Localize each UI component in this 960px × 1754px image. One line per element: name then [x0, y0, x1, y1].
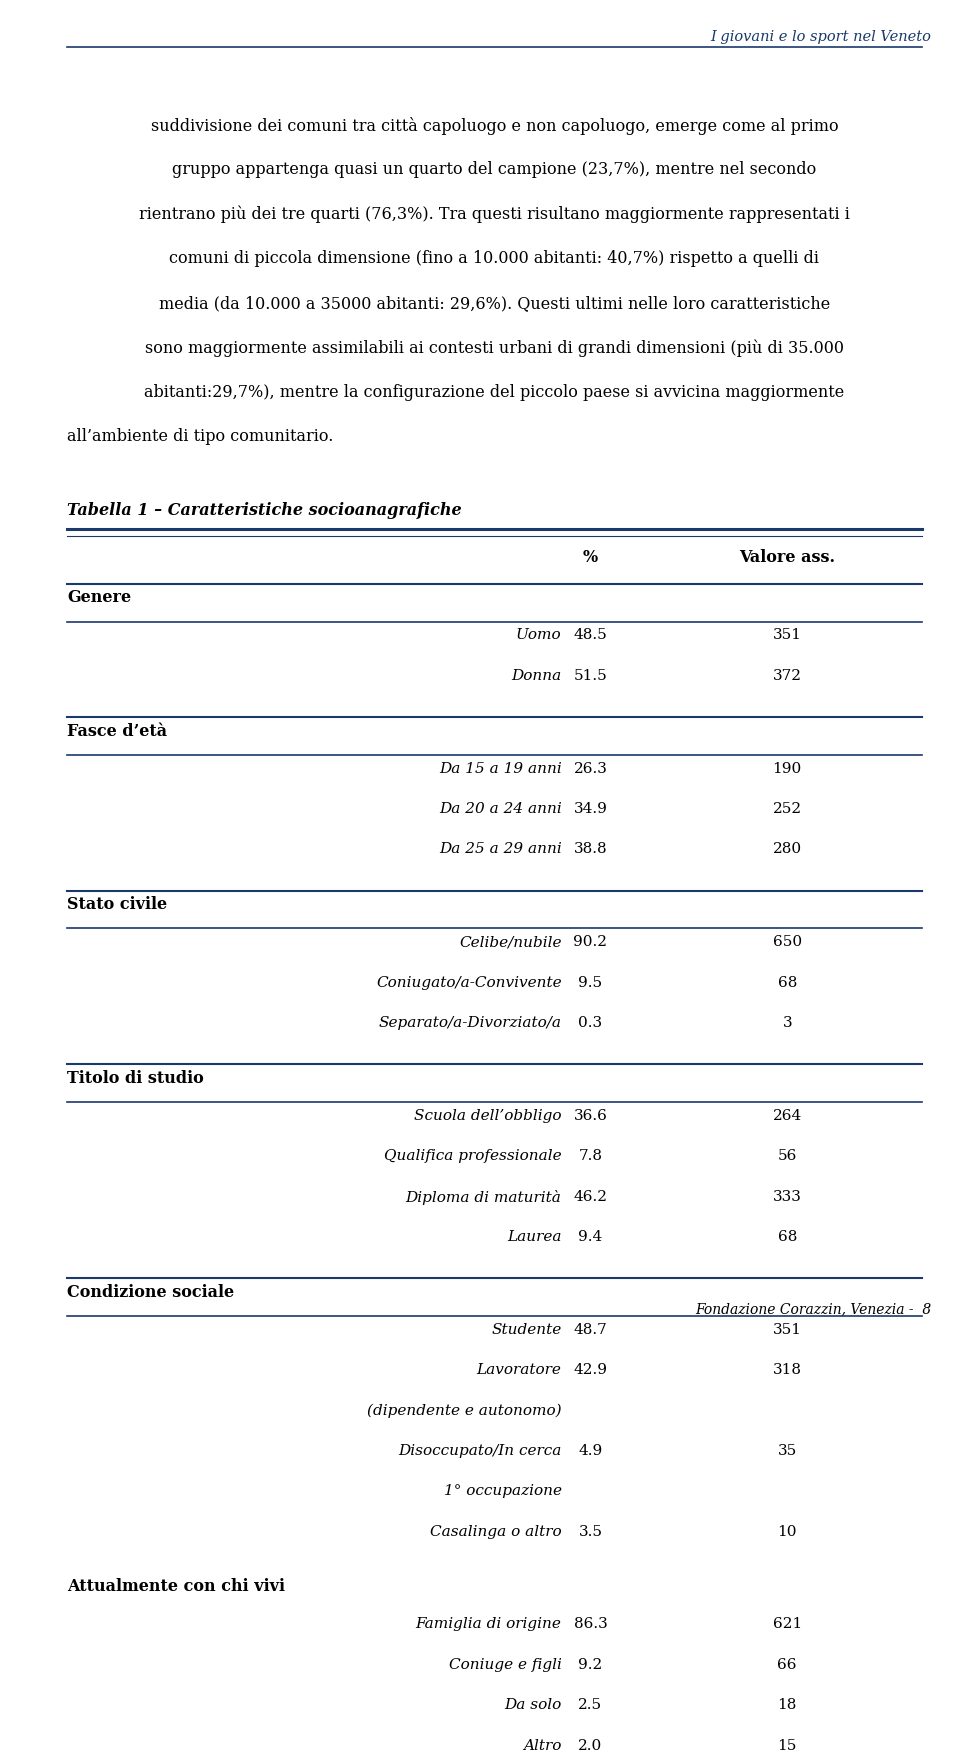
Text: Da solo: Da solo: [504, 1698, 562, 1712]
Text: Fondazione Corazzin, Venezia -  8: Fondazione Corazzin, Venezia - 8: [695, 1301, 931, 1316]
Text: Genere: Genere: [67, 589, 132, 607]
Text: Qualifica professionale: Qualifica professionale: [384, 1149, 562, 1163]
Text: 4.9: 4.9: [578, 1444, 603, 1458]
Text: I giovani e lo sport nel Veneto: I giovani e lo sport nel Veneto: [710, 30, 931, 44]
Text: 26.3: 26.3: [573, 761, 608, 775]
Text: Condizione sociale: Condizione sociale: [67, 1284, 234, 1301]
Text: 18: 18: [778, 1698, 797, 1712]
Text: 66: 66: [778, 1658, 797, 1672]
Text: 0.3: 0.3: [578, 1016, 603, 1030]
Text: Laurea: Laurea: [507, 1230, 562, 1244]
Text: 9.2: 9.2: [578, 1658, 603, 1672]
Text: Diploma di maturità: Diploma di maturità: [406, 1189, 562, 1205]
Text: 56: 56: [778, 1149, 797, 1163]
Text: 252: 252: [773, 802, 802, 816]
Text: Coniuge e figli: Coniuge e figli: [448, 1658, 562, 1672]
Text: 34.9: 34.9: [573, 802, 608, 816]
Text: 46.2: 46.2: [573, 1189, 608, 1203]
Text: Valore ass.: Valore ass.: [739, 549, 835, 567]
Text: Lavoratore: Lavoratore: [477, 1363, 562, 1377]
Text: 35: 35: [778, 1444, 797, 1458]
Text: gruppo appartenga quasi un quarto del campione (23,7%), mentre nel secondo: gruppo appartenga quasi un quarto del ca…: [172, 161, 817, 179]
Text: Casalinga o altro: Casalinga o altro: [430, 1524, 562, 1538]
Text: 38.8: 38.8: [573, 842, 608, 856]
Text: rientrano più dei tre quarti (76,3%). Tra questi risultano maggiormente rapprese: rientrano più dei tre quarti (76,3%). Tr…: [139, 205, 850, 223]
Text: Da 25 a 29 anni: Da 25 a 29 anni: [439, 842, 562, 856]
Text: 2.0: 2.0: [578, 1738, 603, 1752]
Text: 3.5: 3.5: [578, 1524, 603, 1538]
Text: all’ambiente di tipo comunitario.: all’ambiente di tipo comunitario.: [67, 428, 333, 446]
Text: 42.9: 42.9: [573, 1363, 608, 1377]
Text: Coniugato/a-Convivente: Coniugato/a-Convivente: [376, 975, 562, 989]
Text: Famiglia di origine: Famiglia di origine: [416, 1617, 562, 1631]
Text: 621: 621: [773, 1617, 802, 1631]
Text: media (da 10.000 a 35000 abitanti: 29,6%). Questi ultimi nelle loro caratteristi: media (da 10.000 a 35000 abitanti: 29,6%…: [158, 295, 830, 312]
Text: 351: 351: [773, 628, 802, 642]
Text: Donna: Donna: [512, 668, 562, 682]
Text: 9.5: 9.5: [578, 975, 603, 989]
Text: Studente: Studente: [492, 1323, 562, 1337]
Text: Stato civile: Stato civile: [67, 896, 167, 914]
Text: 68: 68: [778, 975, 797, 989]
Text: 7.8: 7.8: [578, 1149, 603, 1163]
Text: Da 15 a 19 anni: Da 15 a 19 anni: [439, 761, 562, 775]
Text: 2.5: 2.5: [578, 1698, 603, 1712]
Text: 333: 333: [773, 1189, 802, 1203]
Text: comuni di piccola dimensione (fino a 10.000 abitanti: 40,7%) rispetto a quelli d: comuni di piccola dimensione (fino a 10.…: [169, 251, 820, 267]
Text: Fasce d’età: Fasce d’età: [67, 723, 167, 740]
Text: Tabella 1 – Caratteristiche socioanagrafiche: Tabella 1 – Caratteristiche socioanagraf…: [67, 502, 462, 519]
Text: 36.6: 36.6: [573, 1109, 608, 1123]
Text: Titolo di studio: Titolo di studio: [67, 1070, 204, 1087]
Text: (dipendente e autonomo): (dipendente e autonomo): [367, 1403, 562, 1417]
Text: Celibe/nubile: Celibe/nubile: [459, 935, 562, 949]
Text: 90.2: 90.2: [573, 935, 608, 949]
Text: 351: 351: [773, 1323, 802, 1337]
Text: 48.5: 48.5: [573, 628, 608, 642]
Text: 48.7: 48.7: [573, 1323, 608, 1337]
Text: abitanti:29,7%), mentre la configurazione del piccolo paese si avvicina maggiorm: abitanti:29,7%), mentre la configurazion…: [144, 384, 845, 400]
Text: Da 20 a 24 anni: Da 20 a 24 anni: [439, 802, 562, 816]
Text: Scuola dell’obbligo: Scuola dell’obbligo: [414, 1109, 562, 1123]
Text: 9.4: 9.4: [578, 1230, 603, 1244]
Text: Disoccupato/In cerca: Disoccupato/In cerca: [398, 1444, 562, 1458]
Text: 190: 190: [773, 761, 802, 775]
Text: Attualmente con chi vivi: Attualmente con chi vivi: [67, 1579, 285, 1596]
Text: 372: 372: [773, 668, 802, 682]
Text: Separato/a-Divorziato/a: Separato/a-Divorziato/a: [378, 1016, 562, 1030]
Text: 280: 280: [773, 842, 802, 856]
Text: sono maggiormente assimilabili ai contesti urbani di grandi dimensioni (più di 3: sono maggiormente assimilabili ai contes…: [145, 339, 844, 356]
Text: 650: 650: [773, 935, 802, 949]
Text: 15: 15: [778, 1738, 797, 1752]
Text: 68: 68: [778, 1230, 797, 1244]
Text: 264: 264: [773, 1109, 802, 1123]
Text: 318: 318: [773, 1363, 802, 1377]
Text: Altro: Altro: [523, 1738, 562, 1752]
Text: 1° occupazione: 1° occupazione: [444, 1484, 562, 1498]
Text: 3: 3: [782, 1016, 792, 1030]
Text: Uomo: Uomo: [516, 628, 562, 642]
Text: 86.3: 86.3: [573, 1617, 608, 1631]
Text: suddivisione dei comuni tra città capoluogo e non capoluogo, emerge come al prim: suddivisione dei comuni tra città capolu…: [151, 118, 838, 135]
Text: %: %: [583, 549, 598, 567]
Text: 51.5: 51.5: [573, 668, 608, 682]
Text: 10: 10: [778, 1524, 797, 1538]
